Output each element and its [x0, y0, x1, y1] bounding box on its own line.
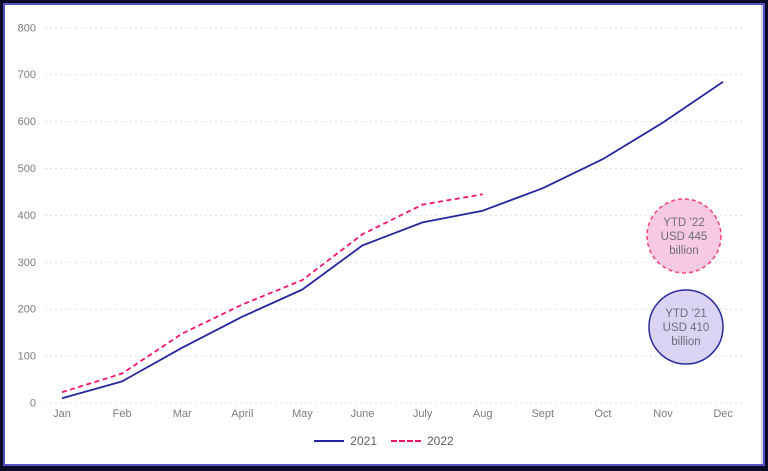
series-line-2022 [61, 193, 483, 394]
x-axis-month-label: April [231, 408, 253, 420]
y-axis-tick-label: 0 [30, 398, 36, 410]
series-line-2021 [61, 80, 724, 400]
x-axis-month-label: Dec [713, 408, 733, 420]
x-axis-month-label: Nov [653, 408, 673, 420]
legend-item-2022: 2022 [391, 434, 454, 448]
y-axis-tick-label: 700 [18, 69, 36, 81]
x-axis-month-label: Aug [473, 408, 493, 420]
x-axis-month-label: Sept [531, 408, 554, 420]
legend-swatch-2021 [314, 440, 345, 442]
x-axis-month-label: Oct [594, 408, 611, 420]
legend-label-2022: 2022 [427, 434, 454, 448]
x-axis-month-label: Jan [53, 408, 71, 420]
series-lines [61, 80, 724, 400]
chart-legend: 2021 2022 [0, 434, 768, 448]
y-axis-tick-labels: 0 100 200 300 400 500 600 700 800 [18, 22, 36, 409]
y-axis-tick-label: 600 [18, 116, 36, 128]
x-axis-month-label: June [351, 408, 375, 420]
legend-swatch-2022 [391, 440, 421, 442]
legend-label-2021: 2021 [350, 434, 377, 448]
annotation-circle-ytd-21 [648, 289, 724, 365]
x-axis-month-labels: Jan Feb Mar April May June July Aug Sept Oct Nov De… [53, 408, 733, 420]
y-axis-tick-label: 200 [18, 304, 36, 316]
annotation-text-ytd-22: YTD ’22 USD 445 billion [661, 217, 708, 257]
gridlines [45, 27, 746, 404]
x-axis-month-label: Mar [173, 408, 192, 420]
annotation-circles: YTD ’22 USD 445 billion YTD ’21 USD 410 billi… [646, 198, 724, 365]
y-axis-tick-label: 100 [18, 351, 36, 363]
x-axis-month-label: July [413, 408, 433, 420]
y-axis-tick-label: 400 [18, 210, 36, 222]
annotation-circle-ytd-22 [646, 198, 722, 274]
chart-frame [3, 3, 765, 466]
x-axis-month-label: Feb [113, 408, 132, 420]
annotation-text-ytd-21: YTD ’21 USD 410 billion [663, 308, 710, 348]
legend-item-2021: 2021 [314, 434, 377, 448]
y-axis-tick-label: 500 [18, 163, 36, 175]
x-axis-month-label: May [292, 408, 313, 420]
y-axis-tick-label: 300 [18, 257, 36, 269]
y-axis-tick-label: 800 [18, 22, 36, 34]
